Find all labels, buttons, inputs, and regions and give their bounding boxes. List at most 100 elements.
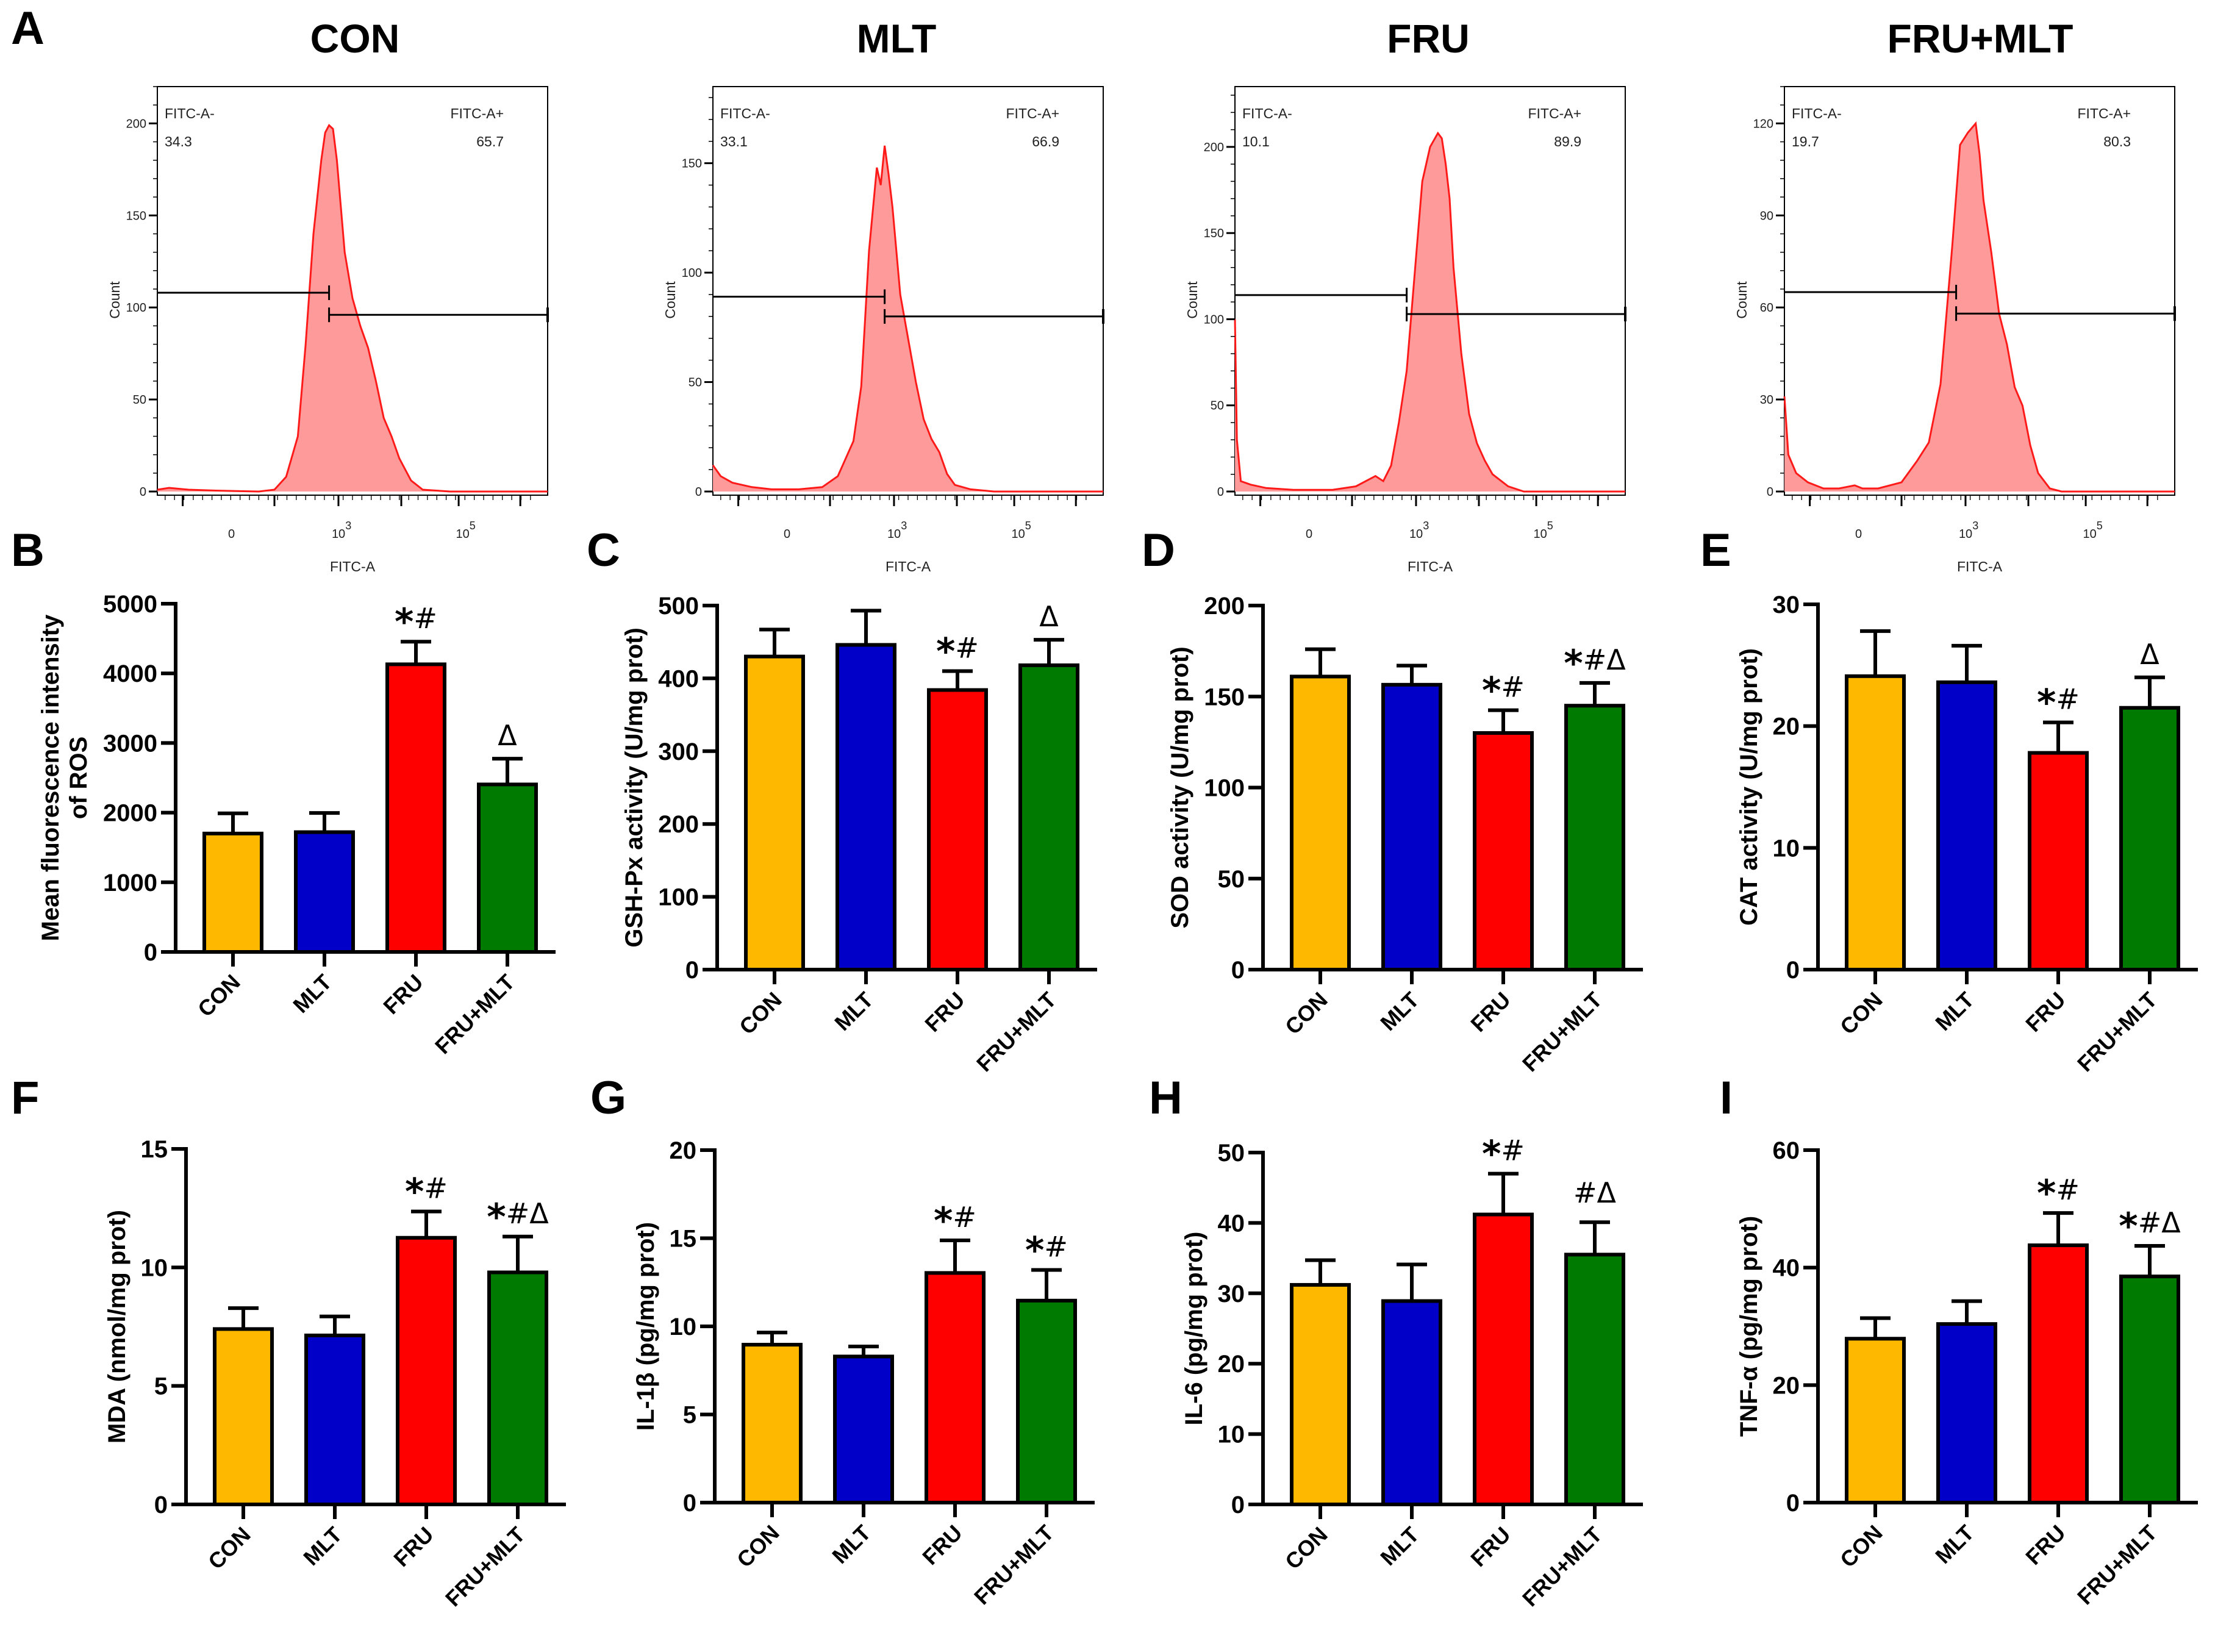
y-tick-label: 20 [1773,713,1800,740]
bar-con [744,654,805,971]
significance-marker-fru: *# [2037,682,2080,724]
x-tick-label-fru-mlt: FRU+MLT [1517,1522,1607,1612]
panel-e-cat-chart: E CON MLT FRU *# FRU+MLT Δ 0 10 20 30 CAT activity … [1700,524,2198,1076]
histogram-area [713,145,1103,492]
panel-c-gsh-px-chart: C CON MLT FRU *# FRU+MLT Δ 0 100 200 300 400 500 GSH-… [587,524,1097,1076]
x-tick-label-fru: FRU [388,1522,438,1572]
y-tick-label: 100 [126,301,146,315]
x-tick-label: 0 [784,527,790,541]
panel-letter: I [1720,1072,1733,1124]
x-tick-label-fru-mlt: FRU+MLT [430,970,520,1059]
y-tick-label: 0 [1231,957,1245,984]
y-tick-label: 20 [1218,1351,1245,1378]
y-tick-label: 0 [683,1490,696,1517]
x-tick-label-mlt: MLT [1375,1522,1423,1570]
y-tick-label: 0 [1217,485,1224,499]
x-tick-label: 103 [1959,520,1978,541]
x-tick-label-fru: FRU [2020,987,2070,1037]
bar-con [742,1343,803,1504]
y-tick-label: 100 [682,266,702,280]
significance-marker-fru-mlt: Δ [498,719,517,752]
x-tick-label-mlt: MLT [298,1522,346,1570]
y-tick-label: 20 [1773,1372,1800,1399]
histogram-line [712,145,1103,493]
y-tick-label: 300 [658,738,699,765]
x-tick-label-mlt: MLT [1930,987,1978,1035]
x-tick-label-con: CON [1280,1522,1333,1575]
y-tick-label: 20 [670,1137,697,1164]
y-tick-label: 0 [1786,1490,1800,1517]
y-tick-label: 0 [1786,957,1800,984]
x-tick-label-con: CON [203,1522,256,1575]
y-tick-label: 10 [1218,1421,1245,1448]
y-tick-label: 10 [1773,835,1800,862]
significance-marker-fru-mlt: *#Δ [2119,1205,2181,1248]
x-tick-label-mlt: MLT [1930,1520,1978,1568]
y-tick-label: 50 [1218,866,1245,893]
x-tick-label-fru: FRU [920,987,969,1037]
bar-fru [1473,1212,1534,1506]
bar-fru-mlt [2119,706,2180,971]
significance-marker-fru: *# [934,1200,976,1242]
x-tick-label-fru-mlt: FRU+MLT [969,1520,1059,1610]
gate-negative-label: FITC-A- [720,105,770,121]
significance-marker-fru-mlt: *#Δ [487,1196,549,1239]
panel-g-il1b-chart: G CON MLT FRU *# FRU+MLT *# 0 5 10 15 20 IL-1β (pg/m… [590,1072,1095,1609]
bar-fru-mlt [2119,1275,2180,1505]
y-tick-label: 100 [1204,775,1245,802]
y-tick-label: 0 [1767,485,1773,499]
bar-fru-mlt [1018,663,1079,971]
y-tick-label: 5000 [103,591,157,618]
x-tick-label-mlt: MLT [829,987,878,1035]
significance-marker-fru-mlt: Δ [1039,600,1059,633]
y-tick-label: 5 [154,1373,168,1400]
bar-mlt [1381,682,1442,972]
panel-letter: G [590,1072,626,1124]
gate-negative-label: FITC-A- [165,105,215,121]
bar-mlt [1381,1299,1442,1506]
gate-positive-label: FITC-A+ [1528,105,1581,121]
y-tick-label: 3000 [103,730,157,757]
x-tick-label: 0 [228,527,235,541]
bar-mlt [1936,680,1997,971]
y-tick-label: 10 [141,1254,168,1281]
histogram-fru: FRU 0 50 100 150 200 Count 0 103 105 FITC-A FITC-A-… [1184,16,1626,574]
panel-i-tnfa-chart: I CON MLT FRU *# FRU+MLT *#Δ 0 20 40 60 TNF-α (pg/m… [1720,1072,2198,1609]
y-tick-label: 50 [1218,1140,1245,1167]
histogram-mlt: MLT 0 50 100 150 Count 0 103 105 FITC-A FITC-A- 33.… [662,16,1104,574]
significance-marker-fru-mlt: *#Δ [1564,642,1626,685]
x-tick-label: 105 [1011,520,1031,541]
y-tick-label: 0 [154,1492,168,1518]
gate-positive-label: FITC-A+ [2077,105,2131,121]
y-tick-label: 60 [1773,1137,1800,1164]
y-axis-label: IL-6 (pg/mg prot) [1181,1232,1208,1426]
gate-negative-label: FITC-A- [1792,105,1842,121]
y-tick-label: 0 [695,485,702,499]
panel-a: A CON 0 50 100 150 200 Count 0 103 105 FITC-A FITC-… [11,2,2176,574]
y-tick-label: 5 [683,1402,696,1429]
x-tick-label: 105 [2083,520,2102,541]
x-tick-label-fru: FRU [2020,1520,2070,1570]
y-tick-label: 200 [658,811,699,838]
panel-letter: C [587,524,620,576]
y-tick-label: 100 [658,884,699,911]
bar-fru-mlt [1564,704,1625,972]
y-axis-label: CAT activity (U/mg prot) [1736,648,1762,926]
bar-fru [1473,731,1534,971]
y-tick-label: 10 [670,1314,697,1340]
gate-positive-percent: 66.9 [1032,134,1059,149]
y-tick-label: 0 [1231,1492,1245,1518]
y-tick-label: 150 [682,157,702,171]
y-tick-label: 0 [144,939,157,966]
panel-letter: D [1142,524,1175,576]
panel-f-mda-chart: F CON MLT FRU *# FRU+MLT *#Δ 0 5 10 15 MDA (nmol/mg… [11,1072,566,1611]
y-tick-label: 150 [126,209,146,223]
histogram-fru-mlt: FRU+MLT 0 30 60 90 120 Count 0 103 105 FITC-A FITC-… [1734,16,2176,574]
x-tick-label-con: CON [1280,987,1333,1040]
y-axis-label: Count [1184,281,1200,319]
bar-con [202,831,263,954]
y-tick-label: 150 [1204,227,1224,240]
panel-d-sod-chart: D CON MLT FRU *# FRU+MLT *#Δ 0 50 100 150 200 SOD ac… [1142,524,1643,1076]
x-tick-label-fru: FRU [378,970,428,1019]
histogram-title: FRU+MLT [1887,16,2073,61]
